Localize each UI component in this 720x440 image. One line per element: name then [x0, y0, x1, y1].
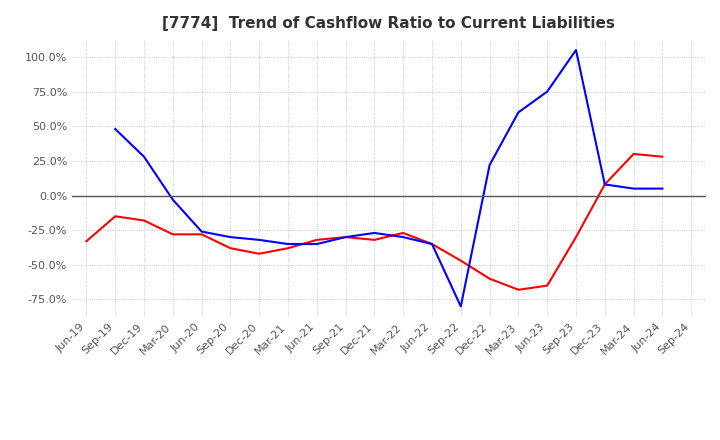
- Free CF to Current Liabilities: [284, 242, 292, 247]
- Free CF to Current Liabilities: [600, 182, 609, 187]
- Free CF to Current Liabilities: [514, 110, 523, 115]
- Free CF to Current Liabilities: [255, 237, 264, 242]
- Free CF to Current Liabilities: [658, 186, 667, 191]
- Operating CF to Current Liabilities: [197, 232, 206, 237]
- Free CF to Current Liabilities: [197, 229, 206, 234]
- Free CF to Current Liabilities: [226, 235, 235, 240]
- Free CF to Current Liabilities: [543, 89, 552, 94]
- Free CF to Current Liabilities: [456, 304, 465, 309]
- Operating CF to Current Liabilities: [543, 283, 552, 288]
- Operating CF to Current Liabilities: [255, 251, 264, 257]
- Operating CF to Current Liabilities: [341, 235, 350, 240]
- Free CF to Current Liabilities: [572, 48, 580, 53]
- Operating CF to Current Liabilities: [485, 276, 494, 281]
- Operating CF to Current Liabilities: [514, 287, 523, 293]
- Operating CF to Current Liabilities: [572, 235, 580, 240]
- Title: [7774]  Trend of Cashflow Ratio to Current Liabilities: [7774] Trend of Cashflow Ratio to Curren…: [163, 16, 615, 32]
- Operating CF to Current Liabilities: [168, 232, 177, 237]
- Operating CF to Current Liabilities: [312, 237, 321, 242]
- Free CF to Current Liabilities: [399, 235, 408, 240]
- Operating CF to Current Liabilities: [456, 258, 465, 263]
- Free CF to Current Liabilities: [140, 154, 148, 159]
- Operating CF to Current Liabilities: [370, 237, 379, 242]
- Operating CF to Current Liabilities: [111, 214, 120, 219]
- Free CF to Current Liabilities: [341, 235, 350, 240]
- Operating CF to Current Liabilities: [658, 154, 667, 159]
- Operating CF to Current Liabilities: [399, 230, 408, 235]
- Operating CF to Current Liabilities: [284, 246, 292, 251]
- Operating CF to Current Liabilities: [226, 246, 235, 251]
- Free CF to Current Liabilities: [111, 126, 120, 132]
- Line: Free CF to Current Liabilities: Free CF to Current Liabilities: [115, 50, 662, 306]
- Line: Operating CF to Current Liabilities: Operating CF to Current Liabilities: [86, 154, 662, 290]
- Free CF to Current Liabilities: [312, 242, 321, 247]
- Operating CF to Current Liabilities: [600, 182, 609, 187]
- Operating CF to Current Liabilities: [82, 238, 91, 244]
- Free CF to Current Liabilities: [629, 186, 638, 191]
- Free CF to Current Liabilities: [370, 230, 379, 235]
- Free CF to Current Liabilities: [428, 242, 436, 247]
- Free CF to Current Liabilities: [168, 197, 177, 202]
- Free CF to Current Liabilities: [485, 162, 494, 168]
- Operating CF to Current Liabilities: [428, 242, 436, 247]
- Operating CF to Current Liabilities: [140, 218, 148, 223]
- Operating CF to Current Liabilities: [629, 151, 638, 157]
